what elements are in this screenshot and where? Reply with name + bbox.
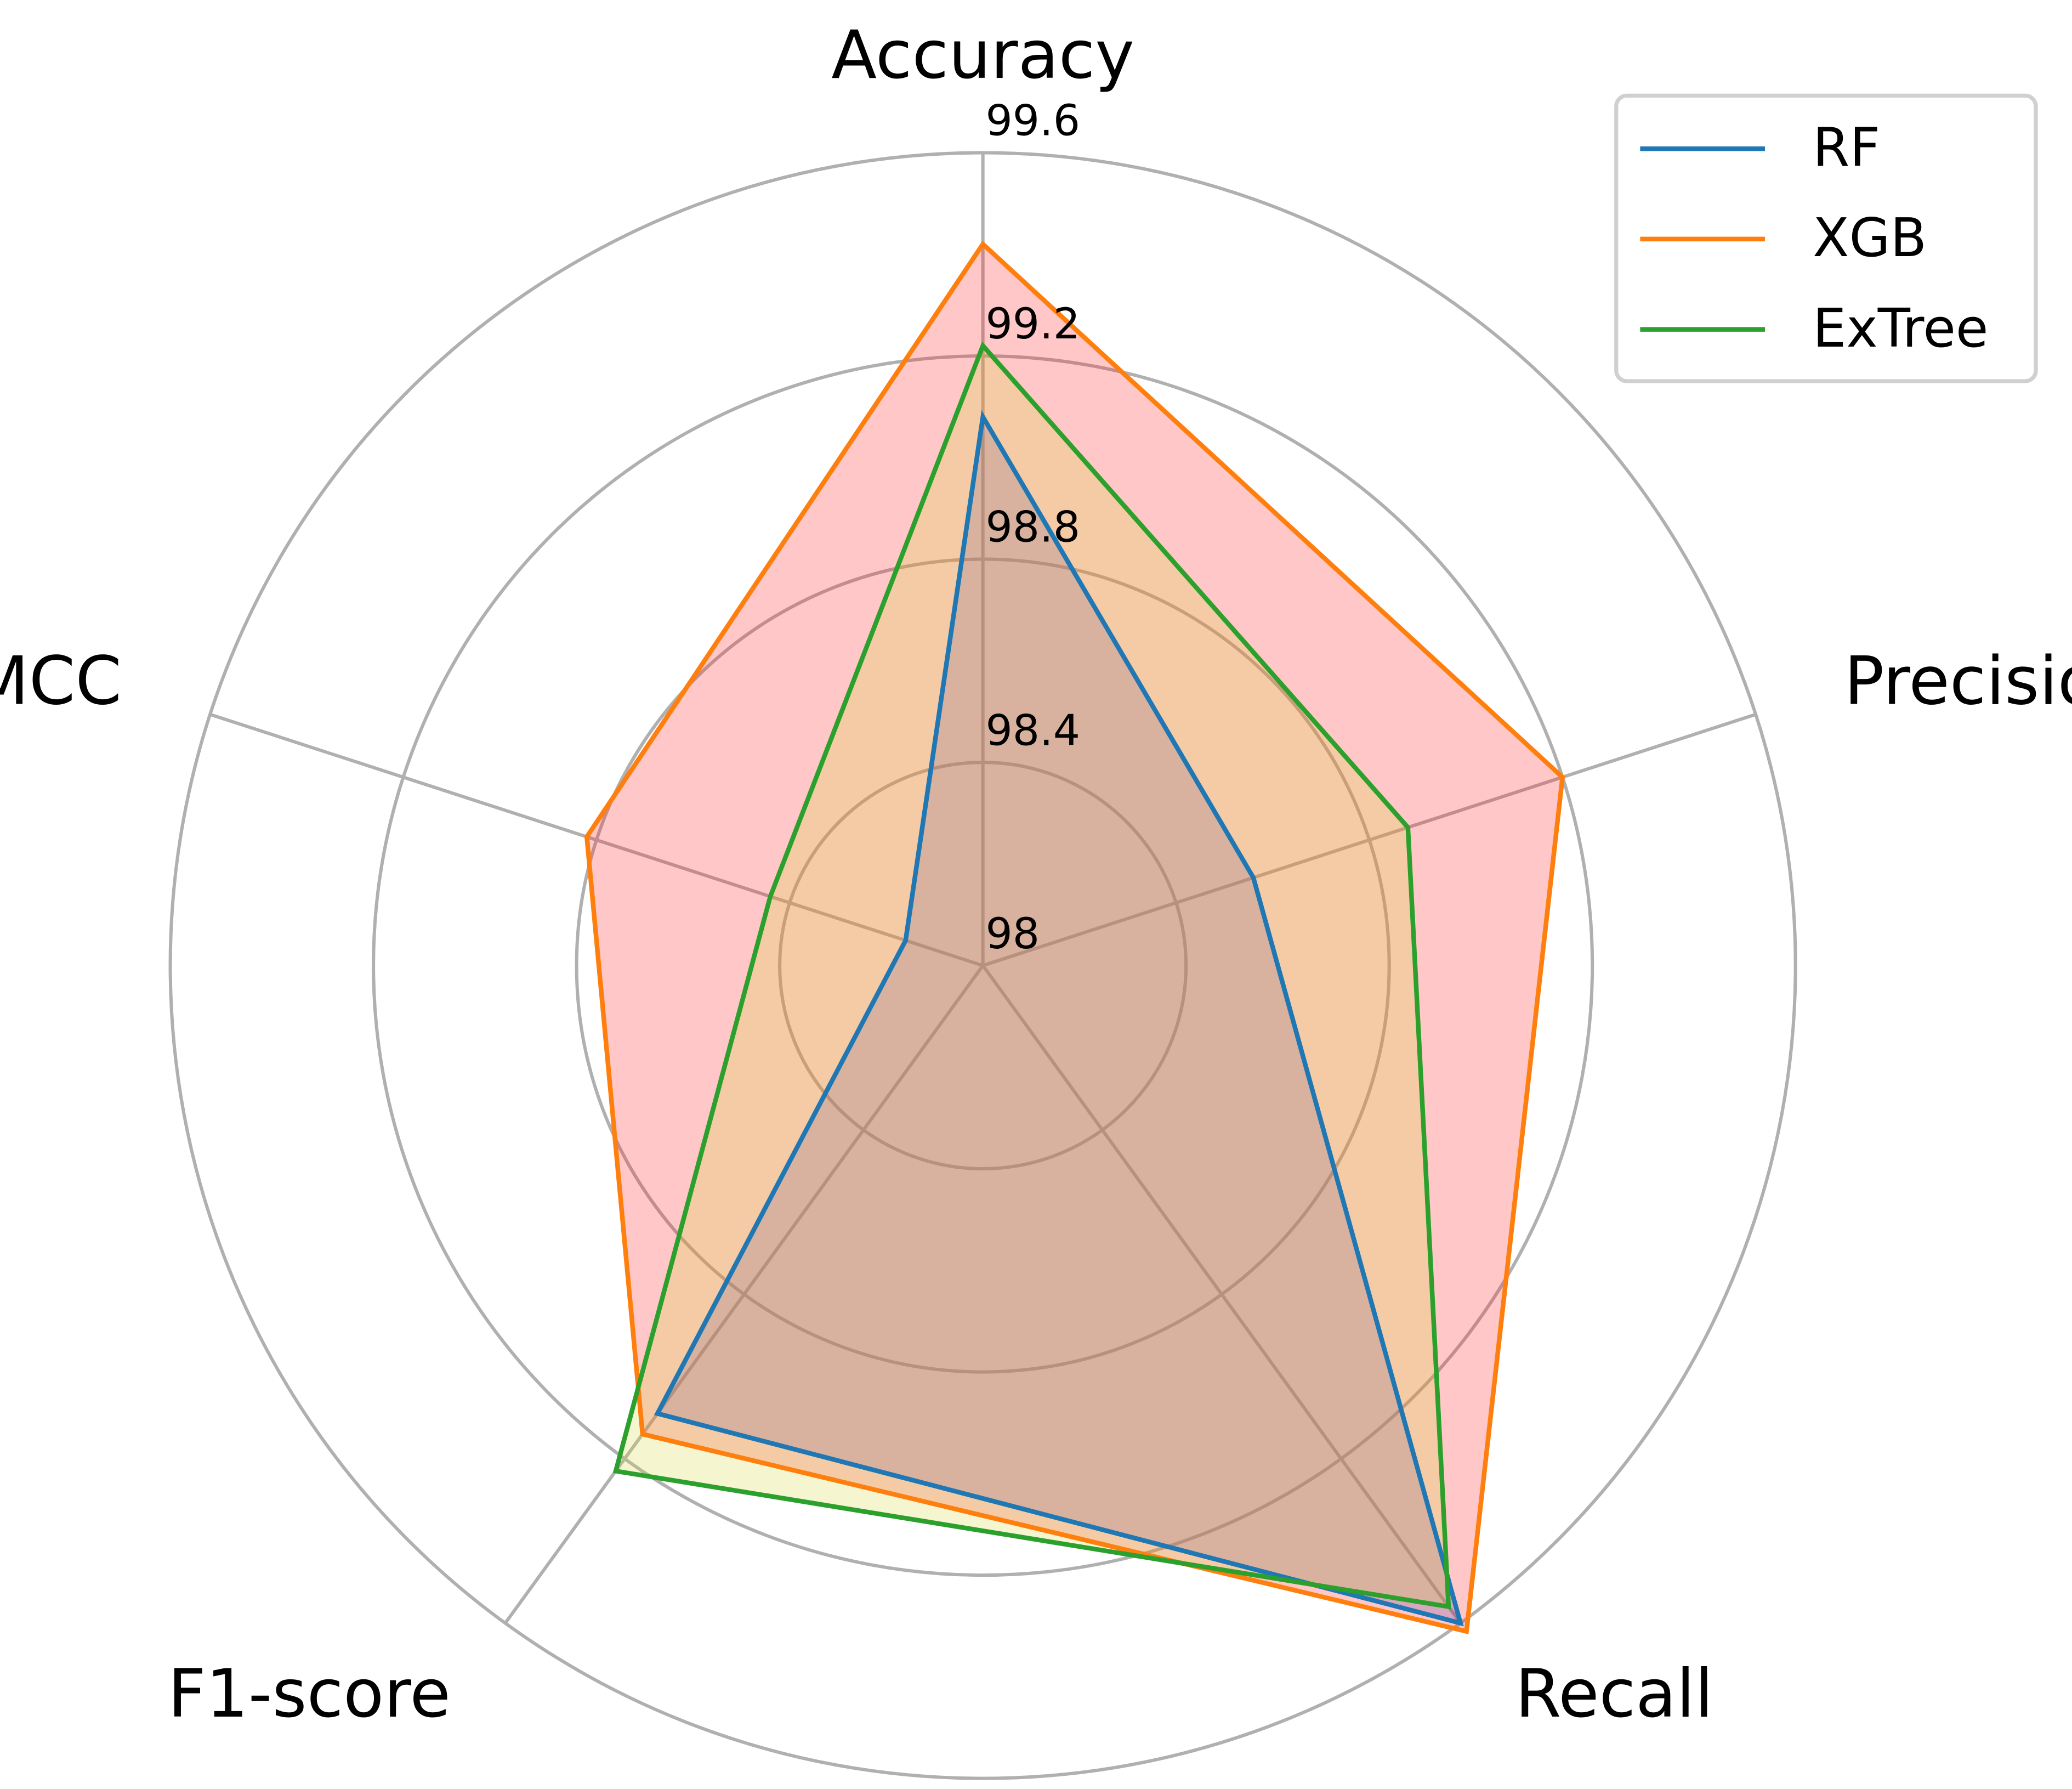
legend: RF XGB ExTree: [1614, 93, 2038, 383]
series-area: [587, 244, 1563, 1632]
legend-frame: [1614, 93, 2038, 383]
spoke: [981, 964, 1462, 1624]
r-tick-label: 98: [985, 909, 1040, 959]
category-label: MCC: [0, 642, 122, 720]
r-tick-label: 99.6: [985, 97, 1080, 146]
r-tick-label: 98.4: [985, 706, 1080, 755]
series-area: [657, 417, 1461, 1623]
category-label: Recall: [1515, 1655, 1713, 1733]
r-tick-label: 98.8: [985, 503, 1080, 552]
spoke: [504, 964, 985, 1624]
series-area: [616, 346, 1449, 1607]
legend-label: XGB: [1813, 207, 1927, 269]
legend-label: RF: [1813, 116, 1880, 178]
legend-label: ExTree: [1813, 297, 1988, 359]
category-label: Accuracy: [831, 16, 1134, 94]
category-label: F1-score: [168, 1655, 451, 1733]
spoke: [982, 712, 1757, 967]
spoke: [209, 712, 984, 967]
category-label: Precision: [1844, 642, 2072, 720]
series-line: [654, 410, 1464, 1627]
series-line: [612, 341, 1451, 1610]
r-tick-label: 99.2: [985, 299, 1080, 349]
series-line: [584, 240, 1565, 1634]
